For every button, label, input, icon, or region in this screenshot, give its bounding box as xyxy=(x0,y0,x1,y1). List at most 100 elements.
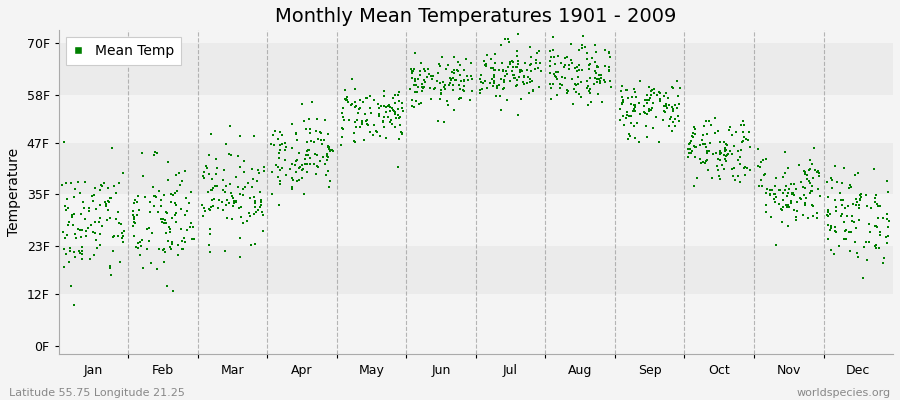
Point xyxy=(578,44,592,50)
Point xyxy=(637,109,652,115)
Point xyxy=(426,73,440,79)
Point xyxy=(353,97,367,104)
Point xyxy=(860,203,874,210)
Point xyxy=(688,130,702,137)
Point xyxy=(710,156,724,162)
Point xyxy=(299,152,313,158)
Point xyxy=(75,248,89,254)
Point xyxy=(338,96,353,102)
Point xyxy=(126,212,140,218)
Point xyxy=(269,162,284,168)
Point xyxy=(838,205,852,212)
Point xyxy=(355,118,369,124)
Point xyxy=(205,185,220,192)
Point xyxy=(778,183,793,190)
Point xyxy=(233,164,248,170)
Point xyxy=(880,178,895,184)
Point xyxy=(613,106,627,112)
Point xyxy=(534,68,548,74)
Point xyxy=(780,204,795,210)
Point xyxy=(856,275,870,281)
Point xyxy=(526,88,541,94)
Point xyxy=(71,179,86,186)
Point xyxy=(376,119,391,126)
Point xyxy=(626,102,641,108)
Point xyxy=(67,302,81,308)
Point xyxy=(437,86,452,92)
Point xyxy=(57,139,71,145)
Point xyxy=(321,144,336,150)
Point xyxy=(876,215,890,221)
Point xyxy=(500,64,515,70)
Point xyxy=(592,80,607,86)
Point xyxy=(76,199,90,206)
Point xyxy=(545,46,560,53)
Point xyxy=(202,171,217,177)
Point xyxy=(555,82,570,89)
Point xyxy=(546,81,561,87)
Point xyxy=(528,56,543,63)
Point xyxy=(615,100,629,106)
Point xyxy=(179,208,194,214)
Point xyxy=(234,204,248,210)
Point xyxy=(643,108,657,114)
Point xyxy=(325,147,339,153)
Point xyxy=(862,220,877,227)
Point xyxy=(84,222,98,228)
Point xyxy=(862,229,877,235)
Point xyxy=(823,211,837,217)
Point xyxy=(301,152,315,158)
Point xyxy=(460,73,474,79)
Point xyxy=(724,150,739,157)
Point xyxy=(584,99,598,106)
Point xyxy=(495,60,509,66)
Point xyxy=(464,73,478,79)
Point xyxy=(138,194,152,200)
Point xyxy=(789,199,804,206)
Bar xyxy=(58,143,893,194)
Point xyxy=(880,216,895,222)
Point xyxy=(573,94,588,100)
Point xyxy=(182,200,196,206)
Point xyxy=(778,186,792,193)
Point xyxy=(147,152,161,158)
Point xyxy=(358,111,373,117)
Point xyxy=(575,66,590,73)
Point xyxy=(543,62,557,69)
Point xyxy=(87,252,102,258)
Point xyxy=(827,163,842,169)
Point xyxy=(759,202,773,208)
Point xyxy=(129,244,143,250)
Point xyxy=(768,182,782,189)
Point xyxy=(86,198,100,204)
Point xyxy=(805,202,819,208)
Point xyxy=(850,225,864,231)
Point xyxy=(322,144,337,151)
Point xyxy=(501,36,516,42)
Point xyxy=(163,244,177,251)
Point xyxy=(706,151,720,158)
Point xyxy=(628,102,643,108)
Point xyxy=(392,89,406,95)
Point xyxy=(490,92,504,99)
Point xyxy=(524,67,538,74)
Point xyxy=(870,214,885,221)
Point xyxy=(456,87,471,94)
Point xyxy=(163,226,177,232)
Point xyxy=(704,122,718,128)
Point xyxy=(241,180,256,186)
Point xyxy=(497,79,511,85)
Point xyxy=(601,49,616,56)
Point xyxy=(73,250,87,256)
Point xyxy=(699,157,714,164)
Point xyxy=(613,117,627,124)
Point xyxy=(824,246,838,253)
Point xyxy=(621,95,635,101)
Point xyxy=(870,224,885,230)
Point xyxy=(580,83,595,90)
Point xyxy=(68,254,82,260)
Point xyxy=(443,75,457,81)
Point xyxy=(571,81,585,88)
Point xyxy=(407,82,421,88)
Point xyxy=(452,82,466,88)
